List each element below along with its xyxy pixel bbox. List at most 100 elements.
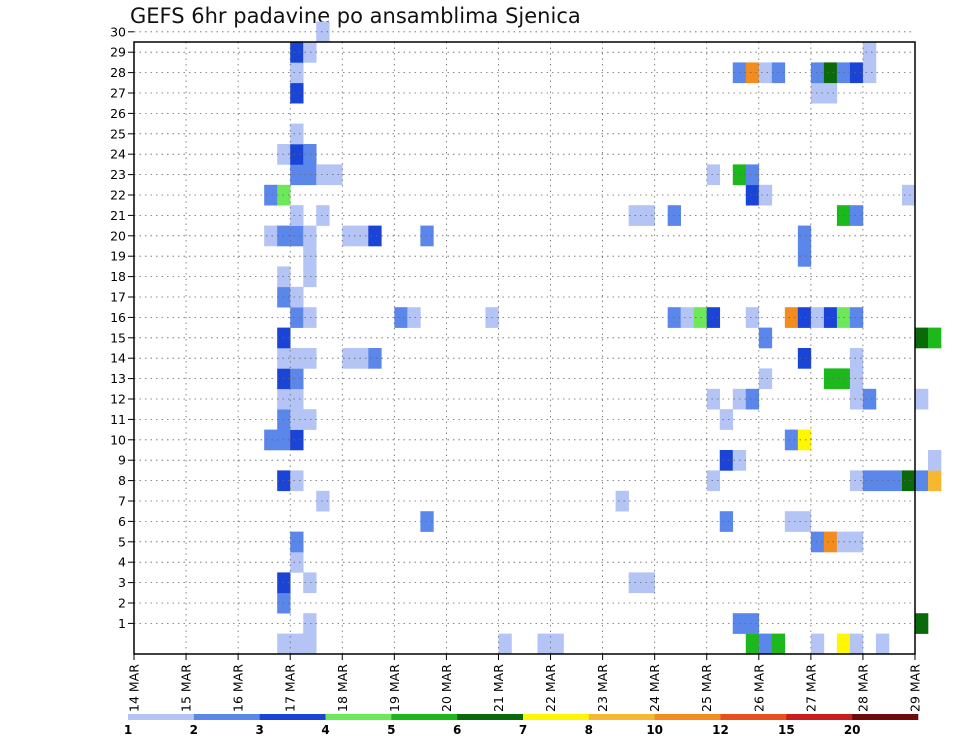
heatmap-cell xyxy=(784,511,799,532)
heatmap-cell xyxy=(745,307,760,328)
heatmap-cell xyxy=(316,490,330,512)
heatmap-cell xyxy=(290,123,304,145)
x-tick-label: 18 MAR xyxy=(335,664,350,712)
heatmap-cell xyxy=(915,470,929,492)
heatmap-cell xyxy=(797,225,812,247)
heatmap-cell xyxy=(706,388,721,410)
heatmap-cell xyxy=(797,429,812,451)
heatmap-cell xyxy=(420,225,434,247)
heatmap-cell xyxy=(719,511,734,532)
heatmap-cell xyxy=(758,327,773,349)
heatmap-cell xyxy=(849,205,864,226)
y-tick-label: 14 xyxy=(110,351,126,366)
colorbar-label: 12 xyxy=(712,723,729,737)
chart-title: GEFS 6hr padavine po ansamblima Sjenica xyxy=(130,4,581,28)
heatmap-cell xyxy=(290,42,304,63)
y-tick-label: 20 xyxy=(110,228,126,243)
heatmap-cell xyxy=(290,552,304,573)
y-tick-label: 22 xyxy=(110,188,126,203)
colorbar-swatch xyxy=(457,714,524,720)
heatmap-cell xyxy=(823,62,838,84)
colorbar-swatch xyxy=(193,714,260,720)
heatmap-cell xyxy=(316,205,330,226)
x-tick-label: 16 MAR xyxy=(231,664,246,712)
heatmap-cell xyxy=(745,388,760,410)
y-tick-label: 10 xyxy=(110,432,126,447)
y-tick-label: 16 xyxy=(110,310,126,325)
heatmap-cell xyxy=(797,348,812,369)
heatmap-cell xyxy=(849,633,864,655)
y-tick-label: 9 xyxy=(118,453,126,468)
heatmap-cell xyxy=(784,307,799,328)
x-tick-label: 25 MAR xyxy=(699,664,714,712)
heatmap-cell xyxy=(303,246,317,267)
heatmap-cell xyxy=(849,348,864,369)
colorbar-label: 2 xyxy=(190,723,198,737)
heatmap-cell xyxy=(745,164,760,186)
heatmap-cell xyxy=(303,307,317,328)
heatmap-cell xyxy=(277,633,291,655)
heatmap-cell xyxy=(290,531,304,553)
heatmap-cell xyxy=(290,633,304,655)
colorbar-swatch xyxy=(852,714,919,720)
y-tick-label: 27 xyxy=(110,86,126,101)
heatmap-cell xyxy=(290,409,304,430)
heatmap-cell xyxy=(849,531,864,553)
x-tick-label: 17 MAR xyxy=(283,664,298,712)
colorbar-label: 15 xyxy=(778,723,795,737)
heatmap-cell xyxy=(862,62,877,84)
heatmap-cell xyxy=(862,470,877,492)
heatmap-cell xyxy=(303,225,317,247)
y-tick-label: 15 xyxy=(110,330,126,345)
heatmap-cell xyxy=(355,348,369,369)
x-tick-label: 24 MAR xyxy=(647,664,662,712)
colorbar-label: 20 xyxy=(844,723,861,737)
colorbar-swatch xyxy=(259,714,326,720)
heatmap-cell xyxy=(316,164,330,186)
heatmap-cell xyxy=(928,470,942,492)
heatmap-cell xyxy=(303,613,317,634)
heatmap-cell xyxy=(915,613,929,634)
heatmap-cell xyxy=(849,388,864,410)
y-tick-label: 17 xyxy=(110,290,126,305)
heatmap-cell xyxy=(862,42,877,63)
heatmap-cell xyxy=(641,572,655,594)
heatmap-cell xyxy=(849,368,864,390)
heatmap-cell xyxy=(836,633,851,655)
y-tick-label: 7 xyxy=(118,494,126,509)
colorbar-label: 10 xyxy=(646,723,663,737)
x-tick-label: 21 MAR xyxy=(491,664,506,712)
heatmap-cell xyxy=(290,144,304,165)
heatmap-cell xyxy=(680,307,695,328)
heatmap-cell xyxy=(758,184,773,206)
heatmap-cell xyxy=(316,21,330,43)
colorbar-label: 8 xyxy=(585,723,593,737)
heatmap-cell xyxy=(823,82,838,104)
x-tick-label: 26 MAR xyxy=(751,664,766,712)
heatmap-cell xyxy=(264,184,278,206)
y-tick-label: 6 xyxy=(118,514,126,529)
heatmap-cell xyxy=(823,368,838,390)
x-tick-label: 15 MAR xyxy=(179,664,194,712)
heatmap-cell xyxy=(303,164,317,186)
colorbar-swatch xyxy=(391,714,458,720)
heatmap-cell xyxy=(420,511,434,532)
y-tick-label: 30 xyxy=(110,24,126,39)
y-tick-label: 2 xyxy=(118,596,126,611)
heatmap-cell xyxy=(849,470,864,492)
heatmap-cell xyxy=(849,307,864,328)
colorbar-swatch xyxy=(588,714,655,720)
heatmap-cell xyxy=(290,82,304,104)
heatmap-cell xyxy=(290,368,304,390)
heatmap-cell xyxy=(901,184,916,206)
colorbar-label: 4 xyxy=(321,723,329,737)
heatmap-cell xyxy=(784,429,799,451)
heatmap-cell xyxy=(758,633,773,655)
heatmap-cell xyxy=(888,470,903,492)
heatmap-cell xyxy=(771,633,786,655)
plot-frame xyxy=(133,41,916,655)
x-tick-label: 23 MAR xyxy=(595,664,610,712)
x-tick-label: 27 MAR xyxy=(803,664,818,712)
heatmap-cell xyxy=(706,164,721,186)
